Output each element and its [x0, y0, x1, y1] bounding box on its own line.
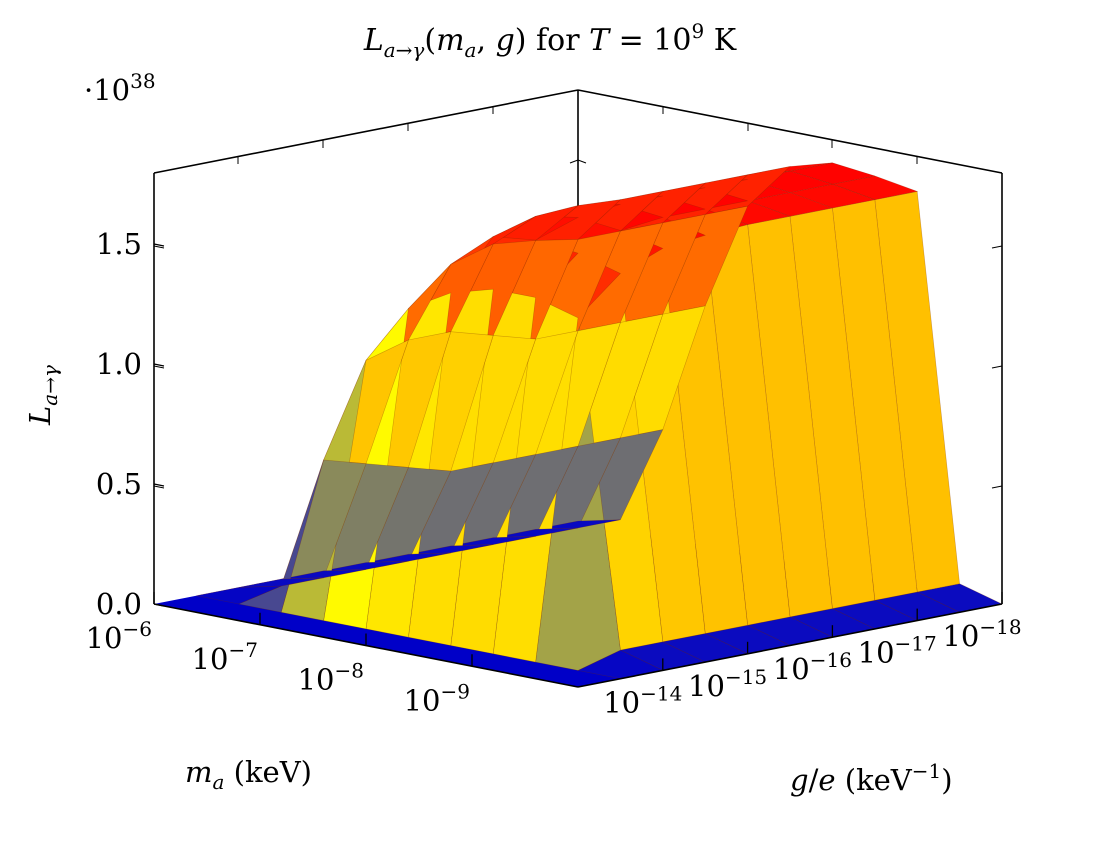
- z-tick-label-2: 1.0: [96, 347, 142, 381]
- z-tick-labels: 0.0 0.5 1.0 1.5: [96, 227, 142, 621]
- y-tick-label-2: 10−16: [773, 648, 852, 686]
- y-tick-label-4: 10−18: [942, 615, 1021, 653]
- back-top-right-edge: [577, 89, 1003, 174]
- surface-cell-1-1: [237, 459, 324, 613]
- z-axis-label: La→γ: [23, 365, 62, 426]
- z-tick-label-3: 1.5: [96, 227, 142, 261]
- x-tick-label-1: 10−7: [192, 638, 258, 676]
- z-tick-mark-0: [153, 603, 165, 607]
- chart-title: La→γ(ma, g) for T = 109 K: [363, 19, 737, 62]
- surface-mesh: [154, 162, 1003, 687]
- x-axis-label: ma (keV): [185, 755, 312, 794]
- x-tick-label-2: 10−8: [298, 659, 364, 697]
- z-multiplier: ·1038: [84, 69, 156, 107]
- y-axis-line: [577, 603, 1003, 688]
- z-tick-mark-2: [153, 363, 165, 367]
- x-tick-label-0: 10−6: [86, 617, 152, 655]
- y-tick-label-3: 10−17: [858, 632, 937, 670]
- z-tick-mark-3: [153, 243, 165, 247]
- y-axis-label: g/e (keV−1): [790, 759, 953, 797]
- back-top-left-edge: [153, 89, 579, 174]
- y-tick-label-0: 10−14: [603, 681, 682, 719]
- surface-cell-0-1: [196, 585, 282, 605]
- z-tick-mark-1: [153, 483, 165, 487]
- z-tick-label-1: 0.5: [96, 467, 142, 501]
- x-tick-labels: 10−6 10−7 10−8 10−9: [86, 617, 470, 717]
- y-tick-labels: 10−14 10−15 10−16 10−17 10−18: [603, 615, 1021, 719]
- y-tick-label-1: 10−15: [688, 665, 767, 703]
- z-tick-label-0: 0.0: [96, 587, 142, 621]
- x-tick-label-3: 10−9: [404, 679, 470, 717]
- back-wall-ticks: [153, 106, 1003, 489]
- surface-cell-1-7: [492, 445, 579, 546]
- axis-tick-marks: [153, 243, 1003, 671]
